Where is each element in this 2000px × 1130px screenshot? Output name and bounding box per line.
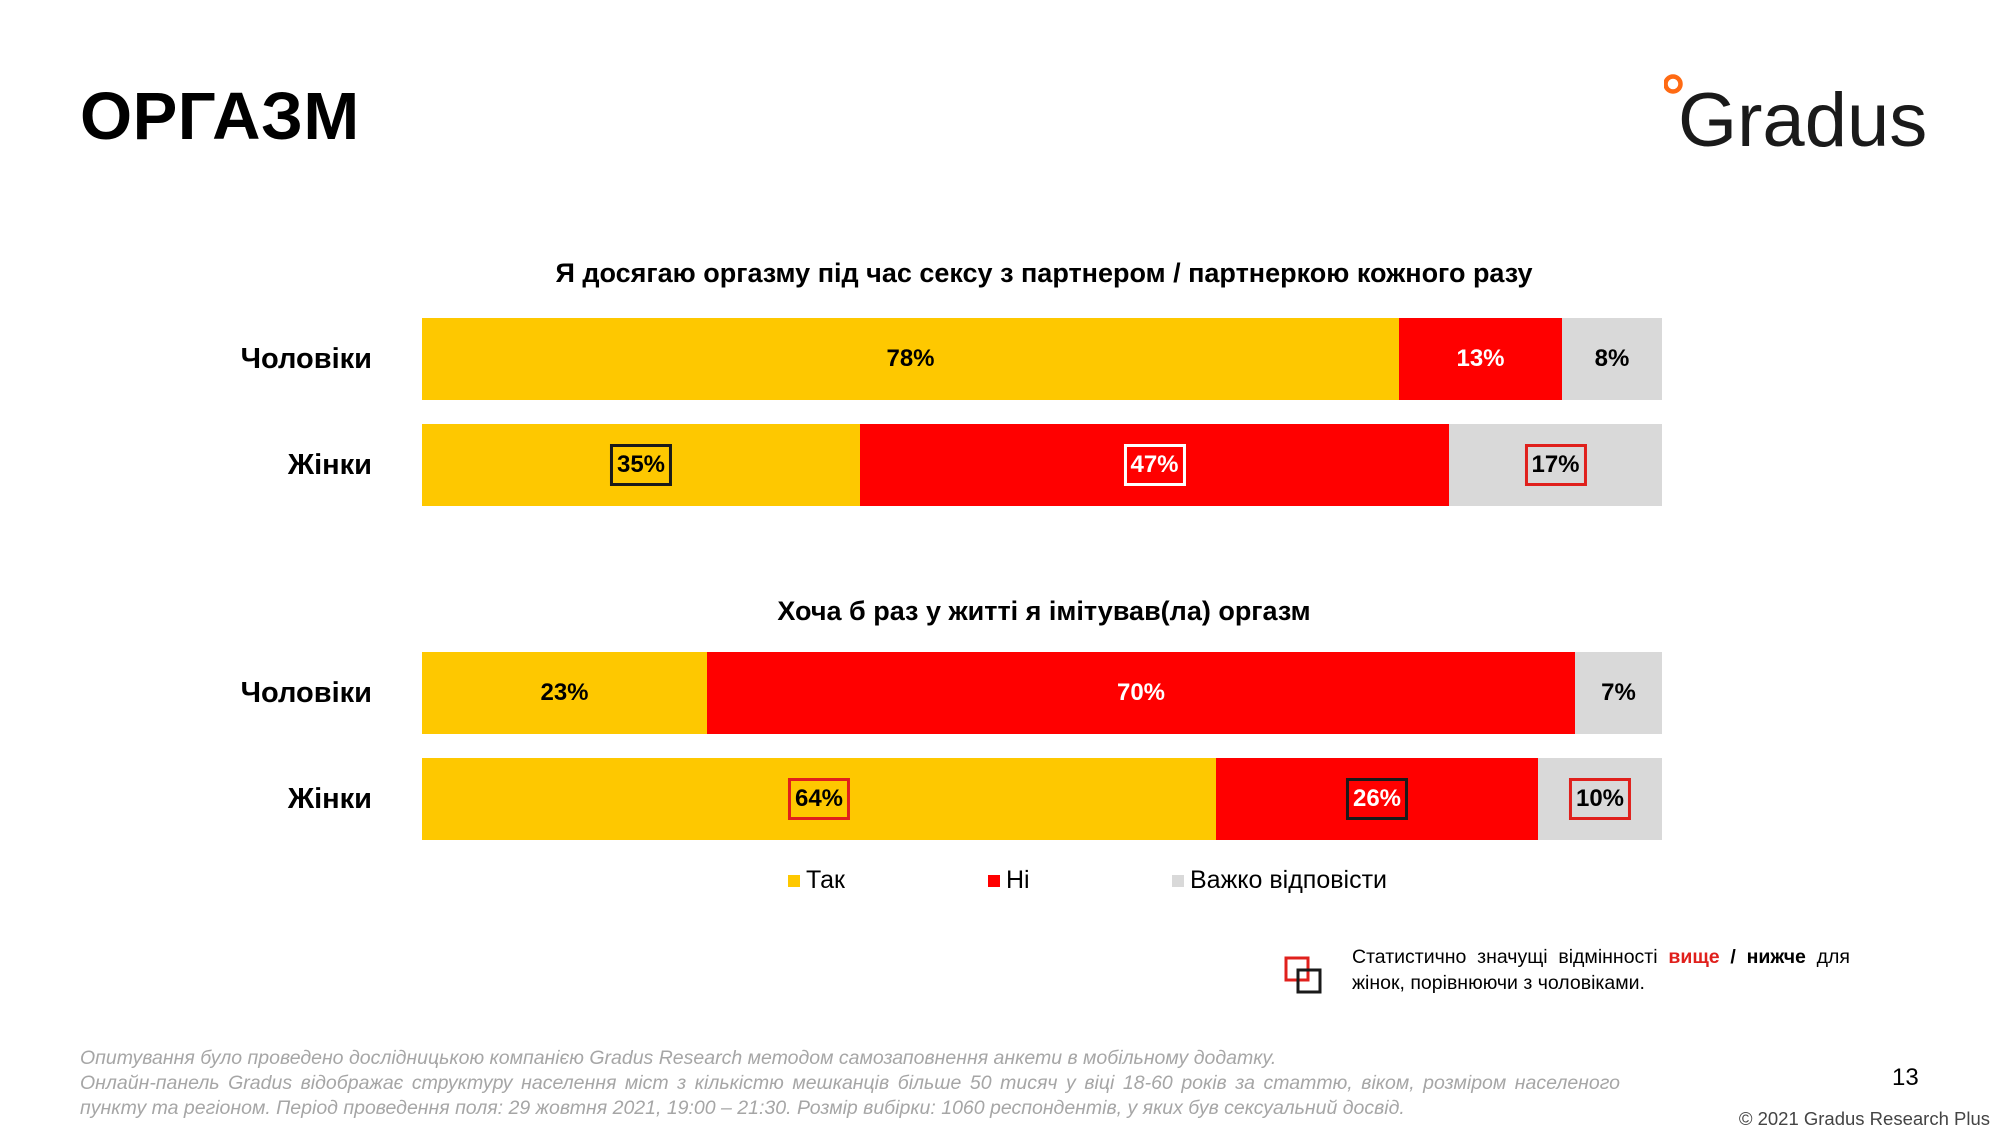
legend-label-hard: Важко відповісти [1190,866,1387,894]
chart2-title: Хоча б раз у житті я імітував(ла) оргазм [777,596,1311,626]
footnote-line-1: Опитування було проведено дослідницькою … [80,1047,1277,1069]
chart2-bar-women: 64% 26% 10% [422,758,1662,840]
legend-item-hard: Важко відповісти [1172,866,1387,895]
sig-note-suffix: для жінок, порівнюючи з чоловіками. [1352,946,1850,994]
sig-note-lower: нижче [1746,946,1806,968]
bar-segment-no: 13% [1399,318,1562,400]
logo-text: Gradus [1678,78,1927,160]
legend-swatch-yes [788,874,800,887]
sig-note-higher: вище [1668,946,1720,968]
legend-item-no: Ні [988,866,1030,895]
bar-segment-yes: 78% [422,318,1399,400]
data-label-no: 13% [1456,345,1505,372]
page-title: ОРГАЗМ [80,79,360,154]
data-label-yes: 35% [609,444,673,486]
bar-segment-hard: 10% [1538,758,1662,840]
data-label-hard: 10% [1568,778,1632,820]
legend-swatch-hard [1172,874,1184,887]
chart1-bar-men: 78% 13% 8% [422,318,1662,400]
legend-label-no: Ні [1006,866,1030,894]
chart2-row-label-men: Чоловіки [240,677,372,709]
significance-squares-icon [1284,956,1322,994]
bar-segment-no: 26% [1216,758,1538,840]
data-label-no: 47% [1123,444,1186,486]
data-label-no: 70% [1116,679,1166,706]
sig-note-prefix: Статистично значущі відмінності [1352,946,1658,968]
data-label-no: 26% [1345,778,1409,820]
legend-label-yes: Так [806,866,845,894]
data-label-yes: 78% [886,345,935,372]
bar-segment-hard: 17% [1449,424,1662,506]
bar-segment-yes: 35% [422,424,860,506]
chart2-row-label-women: Жінки [287,783,372,815]
chart1-bar-women: 35% 47% 17% [422,424,1662,506]
footnote-line-2: Онлайн-панель Gradus відображає структур… [80,1072,1620,1119]
data-label-yes: 23% [540,679,589,706]
bar-segment-no: 47% [860,424,1449,506]
gradus-logo: Gradus [1664,74,1927,160]
data-label-hard: 7% [1601,679,1636,706]
page-number: 13 [1892,1064,1919,1091]
significance-note: Статистично значущі відмінності вище / н… [1352,944,1850,996]
bar-segment-hard: 8% [1562,318,1662,400]
legend-item-yes: Так [788,866,845,895]
data-label-yes: 64% [787,778,851,820]
sig-note-separator: / [1730,946,1736,968]
chart1-title: Я досягаю оргазму під час сексу з партне… [555,258,1533,288]
methodology-footnote: Опитування було проведено дослідницькою … [80,1046,1620,1121]
copyright: © 2021 Gradus Research Plus [1738,1108,1990,1129]
bar-segment-hard: 7% [1575,652,1662,734]
chart1-row-label-men: Чоловіки [240,343,372,375]
data-label-hard: 17% [1524,444,1587,486]
legend-swatch-no [988,874,1000,887]
chart1-row-label-women: Жінки [287,449,372,481]
bar-segment-yes: 64% [422,758,1216,840]
logo-dot-icon [1664,74,1683,94]
chart2-bar-men: 23% 70% 7% [422,652,1662,734]
bar-segment-yes: 23% [422,652,707,734]
data-label-hard: 8% [1594,345,1630,372]
bar-segment-no: 70% [707,652,1575,734]
